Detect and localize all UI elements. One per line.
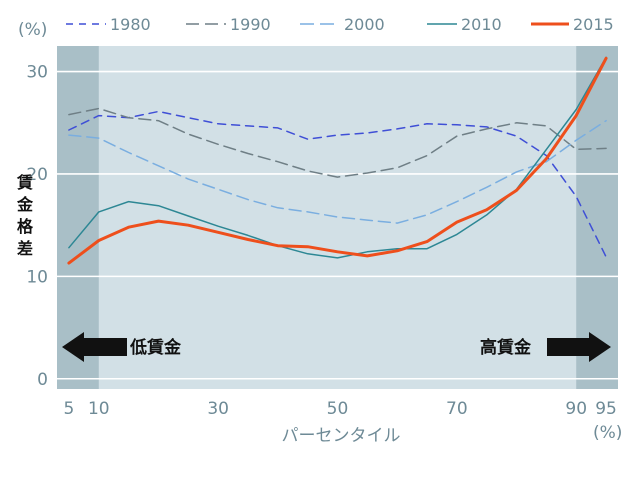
x-tick-label: 50: [327, 399, 349, 419]
wage-arrows: [62, 332, 611, 362]
legend-label-1980: 1980: [110, 15, 151, 34]
series-lines: [67, 56, 608, 265]
y-axis-title: 賃金格差: [16, 173, 34, 258]
tick-labels: 0 10 20 30 5 10 30 50 70 90 95: [26, 63, 617, 419]
left-arrow-low-wage: [62, 332, 127, 362]
x-tick-label: 90: [565, 399, 587, 419]
legend-label-2015: 2015: [573, 15, 614, 34]
plot-background: [57, 46, 618, 389]
legend-label-1990: 1990: [230, 15, 271, 34]
series-line-2000: [68, 119, 607, 224]
y-tick-label: 20: [26, 165, 48, 185]
series-line-2015: [67, 56, 608, 265]
y-tick-label: 10: [26, 267, 48, 287]
y-tick-label: 0: [37, 370, 48, 390]
legend: 1980 1990 2000 2010 2015: [66, 15, 614, 34]
legend-label-2000: 2000: [344, 15, 385, 34]
y-axis-unit: (%): [18, 20, 47, 40]
legend-label-2010: 2010: [461, 15, 502, 34]
right-arrow-high-wage: [547, 332, 611, 362]
high-wage-label: 高賃金: [480, 337, 532, 358]
x-axis-unit: (%): [593, 423, 622, 443]
x-tick-label: 30: [207, 399, 229, 419]
x-tick-label: 10: [88, 399, 110, 419]
x-axis-title: パーセンタイル: [282, 426, 401, 446]
shaded-region-0: [57, 46, 99, 389]
x-tick-label: 95: [595, 399, 617, 419]
x-tick-label: 70: [446, 399, 468, 419]
low-wage-label: 低賃金: [129, 337, 182, 358]
x-tick-label: 5: [64, 399, 75, 419]
gridlines: [57, 70, 618, 380]
series-line-1990: [68, 107, 607, 178]
y-tick-label: 30: [26, 63, 48, 83]
